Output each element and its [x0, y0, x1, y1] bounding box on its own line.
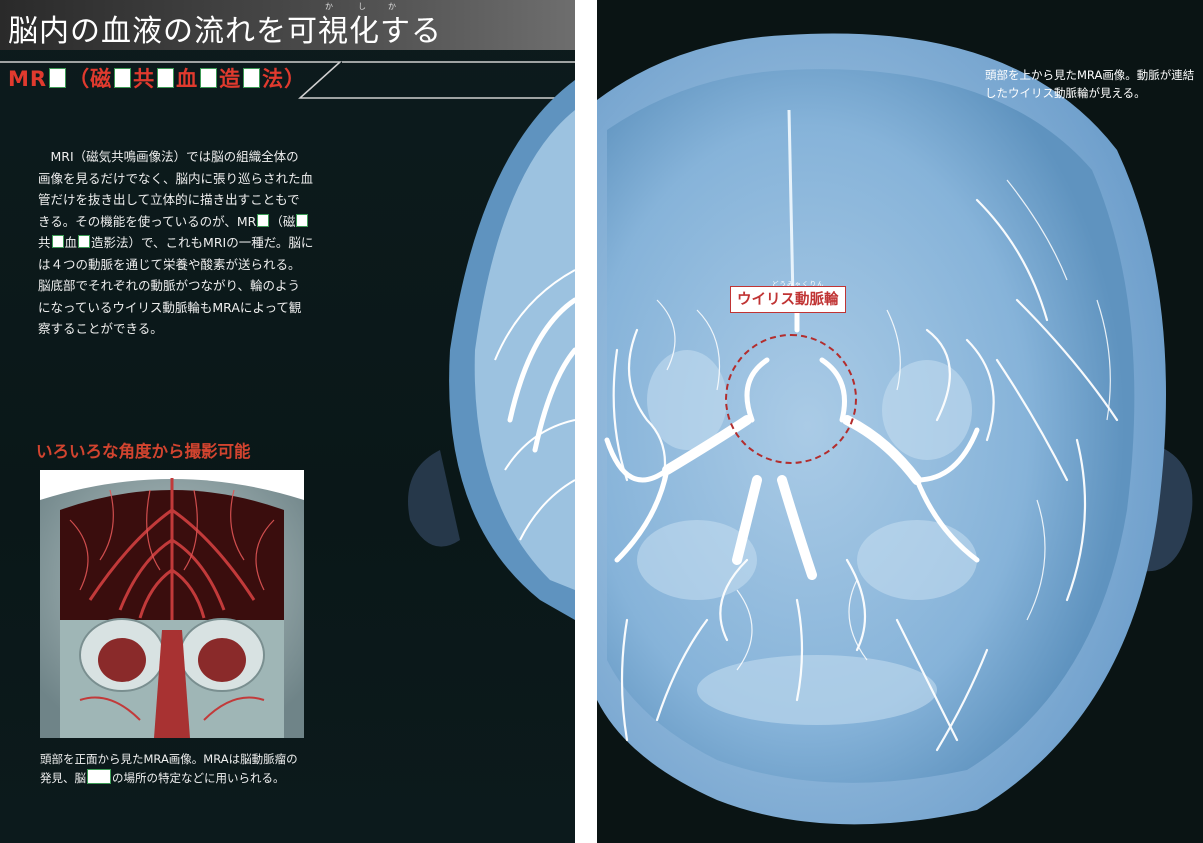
axial-mra-image	[597, 0, 1203, 843]
circle-of-willis-highlight	[725, 334, 857, 464]
redaction-box	[49, 68, 67, 88]
body-fragment: 血	[64, 235, 78, 250]
left-page: か し か 脳内の血液の流れを可視化する MR （磁共血造法） MRI（磁気共鳴画…	[0, 0, 575, 843]
circle-of-willis-label: ウイリス動脈輪	[730, 286, 846, 313]
section-heading: いろいろな角度から撮影可能	[36, 442, 251, 461]
caption-axial-mra: 頭部を上から見たMRA画像。動脈が連結 したウイリス動脈輪が見える。	[985, 66, 1195, 102]
redaction-box	[200, 68, 218, 88]
body-line: 画像を見るだけでなく、脳内に張り巡らされた血	[38, 170, 314, 186]
body-line: 察することができる。	[38, 321, 163, 336]
caption-line: 頭部を上から見たMRA画像。動脈が連結	[985, 68, 1195, 82]
caption-front-mra: 頭部を正面から見たMRA画像。MRAは脳動脈瘤の 発見、脳 の場所の特定などに用い…	[40, 750, 320, 788]
front-mra-image	[40, 470, 304, 738]
axial-mra-bleed	[408, 80, 575, 620]
redaction-box	[243, 68, 261, 88]
caption-line: 発見、脳 の場所の特定などに用いられる。	[40, 769, 320, 788]
redaction-box	[257, 213, 270, 227]
body-fragment: 造影法）で、これもMRIの一種だ。脳に	[91, 235, 314, 250]
redaction-box	[157, 68, 175, 88]
subtitle-part: 法）	[262, 67, 307, 91]
right-page: 頭部を上から見たMRA画像。動脈が連結 したウイリス動脈輪が見える。 どうみゃく…	[597, 0, 1203, 843]
subtitle-part: 共	[133, 67, 156, 91]
body-fragment: きる。その機能を使っているのが、MR	[38, 213, 257, 229]
caption-line: したウイリス動脈輪が見える。	[985, 86, 1146, 100]
caption-fragment: の場所の特定などに用いられる。	[112, 771, 285, 785]
redaction-box	[78, 235, 91, 248]
redaction-box	[296, 213, 309, 227]
page-title: 脳内の血液の流れを可視化する	[8, 14, 442, 49]
title-ruby-3: か	[388, 2, 396, 11]
headline-bar: か し か 脳内の血液の流れを可視化する	[0, 0, 575, 50]
page-gutter	[575, 0, 597, 843]
redaction-box	[114, 68, 132, 88]
subtitle-part: 造	[219, 67, 242, 91]
title-ruby-1: か	[325, 2, 333, 11]
title-ruby-2: し	[358, 2, 366, 11]
body-line: 管だけを抜き出して立体的に描き出すこともで	[38, 192, 300, 207]
subtitle: MR （磁共血造法）	[8, 63, 306, 93]
body-fragment: 共	[38, 235, 51, 250]
body-line: きる。その機能を使っているのが、MR （磁	[38, 211, 323, 233]
subtitle-frame	[0, 61, 575, 99]
body-fragment: （磁	[270, 213, 296, 229]
redaction-box	[51, 235, 64, 248]
redaction-box	[87, 769, 111, 784]
body-text: MRI（磁気共鳴画像法）では脳の組織全体の 画像を見るだけでなく、脳内に張り巡ら…	[38, 146, 323, 340]
caption-line: 頭部を正面から見たMRA画像。MRAは脳動脈瘤の	[40, 752, 298, 766]
caption-fragment: 発見、脳	[40, 771, 86, 785]
body-line: 脳底部でそれぞれの動脈がつながり、輪のよう	[38, 278, 301, 293]
subtitle-part: （磁	[68, 67, 113, 91]
body-line: は４つの動脈を通じて栄養や酸素が送られる。	[38, 256, 301, 272]
body-line: MRI（磁気共鳴画像法）では脳の組織全体の	[50, 149, 299, 164]
body-line: になっているウイリス動脈輪もMRAによって観	[38, 299, 302, 315]
subtitle-part: MR	[8, 67, 48, 91]
subtitle-part: 血	[176, 67, 199, 91]
annotation-ruby: どうみゃくりん	[772, 280, 825, 288]
body-line: 共血造影法）で、これもMRIの一種だ。脳に	[38, 232, 323, 254]
